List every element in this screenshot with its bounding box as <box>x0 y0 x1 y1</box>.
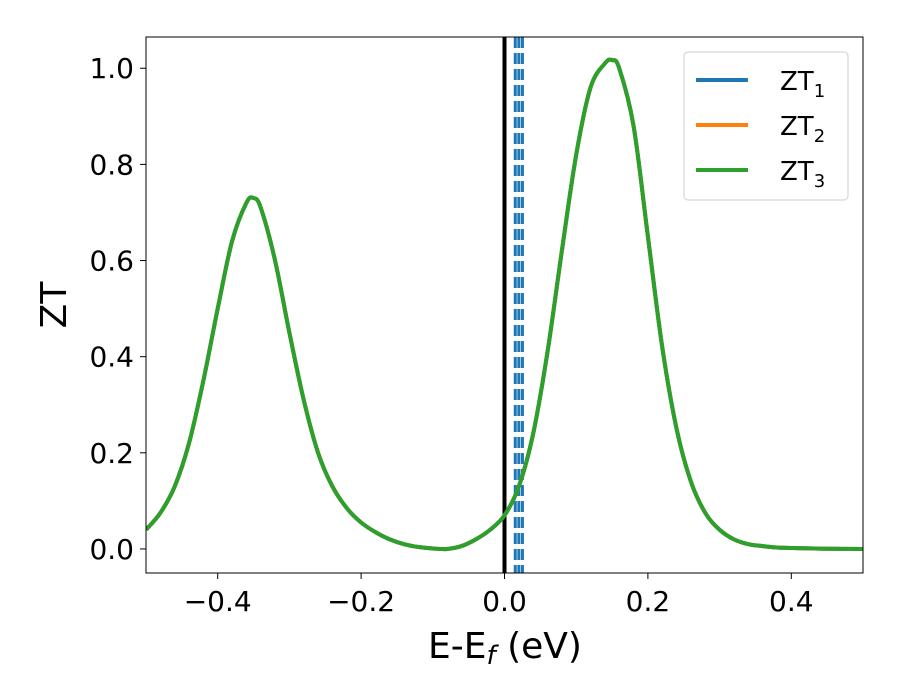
x-tick-label: 0.4 <box>769 585 814 618</box>
x-tick-label: 0.0 <box>482 585 527 618</box>
x-tick-label: 0.2 <box>626 585 671 618</box>
legend-box <box>683 51 849 201</box>
y-tick-label: 0.2 <box>89 437 134 470</box>
y-axis: 0.0 0.2 0.4 0.6 0.8 1.0 <box>89 52 146 566</box>
vertical-markers <box>502 37 524 573</box>
y-axis-label: ZT <box>34 281 75 329</box>
x-tick-label: −0.4 <box>184 585 252 618</box>
x-axis: −0.4 −0.2 0.0 0.2 0.4 <box>184 573 814 618</box>
legend-label-zt1: ZT1 <box>780 67 825 102</box>
series-line-zt3 <box>146 57 863 552</box>
y-tick-label: 0.0 <box>89 533 134 566</box>
legend: ZT1 ZT2 ZT3 <box>683 51 849 201</box>
y-tick-label: 1.0 <box>89 52 134 85</box>
legend-label-zt3: ZT3 <box>780 157 825 192</box>
x-tick-label: −0.2 <box>327 585 395 618</box>
y-tick-label: 0.4 <box>89 341 134 374</box>
y-tick-label: 0.8 <box>89 148 134 181</box>
y-tick-label: 0.6 <box>89 245 134 278</box>
legend-label-zt2: ZT2 <box>780 112 825 147</box>
x-axis-label: E-Ef (eV) <box>428 626 582 671</box>
series-lines <box>146 57 863 552</box>
